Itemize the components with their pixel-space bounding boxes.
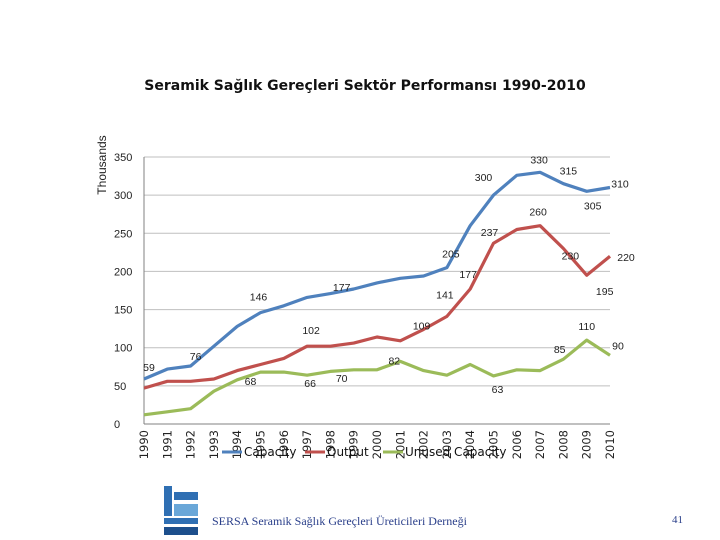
y-axis-ticks: 0 50 100 150 200 250 300 350 xyxy=(114,152,132,431)
x-tick-label: 2003 xyxy=(440,430,454,459)
series-lines xyxy=(143,170,612,417)
data-label: 310 xyxy=(611,179,629,191)
data-label: 59 xyxy=(143,362,155,374)
chart-title: Seramik Sağlık Gereçleri Sektör Performa… xyxy=(144,78,586,94)
x-axis-ticks: 1990 1991 1992 1993 1994 1995 1996 1997 1998 1999… xyxy=(137,430,617,459)
data-label: 82 xyxy=(388,355,400,367)
legend-label: Output xyxy=(327,445,369,459)
data-label: 66 xyxy=(304,378,316,390)
x-tick-label: 2010 xyxy=(603,430,617,459)
x-tick-label: 1994 xyxy=(230,430,244,459)
y-tick-label: 50 xyxy=(114,381,126,393)
legend: Capacity Output Unused Capacity xyxy=(222,445,507,459)
legend-label: Capacity xyxy=(244,445,296,459)
data-label: 177 xyxy=(459,269,477,281)
x-tick-label: 2002 xyxy=(417,430,431,459)
x-tick-label: 1990 xyxy=(137,430,151,459)
data-label: 85 xyxy=(554,344,566,356)
y-tick-label: 150 xyxy=(114,305,132,317)
data-label: 102 xyxy=(302,325,320,337)
y-axis-label: Thousands xyxy=(95,135,109,194)
y-tick-label: 300 xyxy=(114,190,132,202)
x-tick-label: 1993 xyxy=(207,430,221,459)
series-line-2 xyxy=(143,338,611,417)
axes xyxy=(143,157,610,425)
data-label: 90 xyxy=(612,340,624,352)
data-label: 260 xyxy=(529,207,547,219)
x-tick-label: 1992 xyxy=(184,430,198,459)
series-line-0 xyxy=(143,170,611,381)
data-label: 110 xyxy=(578,321,595,333)
x-tick-label: 2006 xyxy=(510,430,524,459)
x-tick-label: 1996 xyxy=(277,430,291,459)
data-label: 300 xyxy=(475,172,493,184)
data-label: 146 xyxy=(250,292,268,304)
y-tick-label: 250 xyxy=(114,228,132,240)
x-tick-label: 2000 xyxy=(370,430,384,459)
data-label: 330 xyxy=(530,154,548,166)
data-label: 237 xyxy=(481,227,499,239)
x-tick-label: 2009 xyxy=(580,430,594,459)
data-label: 70 xyxy=(336,373,348,385)
legend-label: Unused Capacity xyxy=(405,445,507,459)
x-tick-label: 1991 xyxy=(160,430,174,459)
y-tick-label: 200 xyxy=(114,266,132,278)
data-label: 315 xyxy=(560,166,578,178)
series-line-1 xyxy=(143,224,612,390)
y-tick-label: 100 xyxy=(114,343,132,355)
data-labels: 59 76 146 177 205 300 330 315 305 310 102 109 141 177… xyxy=(143,154,635,396)
data-label: 205 xyxy=(442,249,460,261)
footer-organization: SERSA Seramik Sağlık Gereçleri Üreticile… xyxy=(212,514,467,528)
data-label: 68 xyxy=(245,376,257,388)
x-tick-label: 1999 xyxy=(347,430,361,459)
x-tick-label: 2008 xyxy=(556,430,570,459)
x-tick-label: 1997 xyxy=(300,430,314,459)
data-label: 63 xyxy=(492,384,504,396)
data-label: 109 xyxy=(413,320,431,332)
data-label: 220 xyxy=(617,252,635,264)
y-tick-label: 0 xyxy=(114,419,120,431)
data-label: 305 xyxy=(584,200,602,212)
x-tick-label: 2005 xyxy=(487,430,501,459)
data-label: 177 xyxy=(333,282,351,294)
x-tick-label: 2004 xyxy=(463,430,477,459)
y-tick-label: 350 xyxy=(114,152,132,164)
data-label: 141 xyxy=(436,289,454,301)
gridlines xyxy=(144,156,610,387)
sersa-logo xyxy=(164,486,198,535)
x-tick-label: 1995 xyxy=(254,430,268,459)
x-tick-label: 2007 xyxy=(533,430,547,459)
data-label: 195 xyxy=(596,286,614,298)
data-label: 76 xyxy=(190,351,202,363)
data-label: 230 xyxy=(562,251,580,263)
page-number: 41 xyxy=(672,514,683,526)
x-tick-label: 1998 xyxy=(323,430,337,459)
